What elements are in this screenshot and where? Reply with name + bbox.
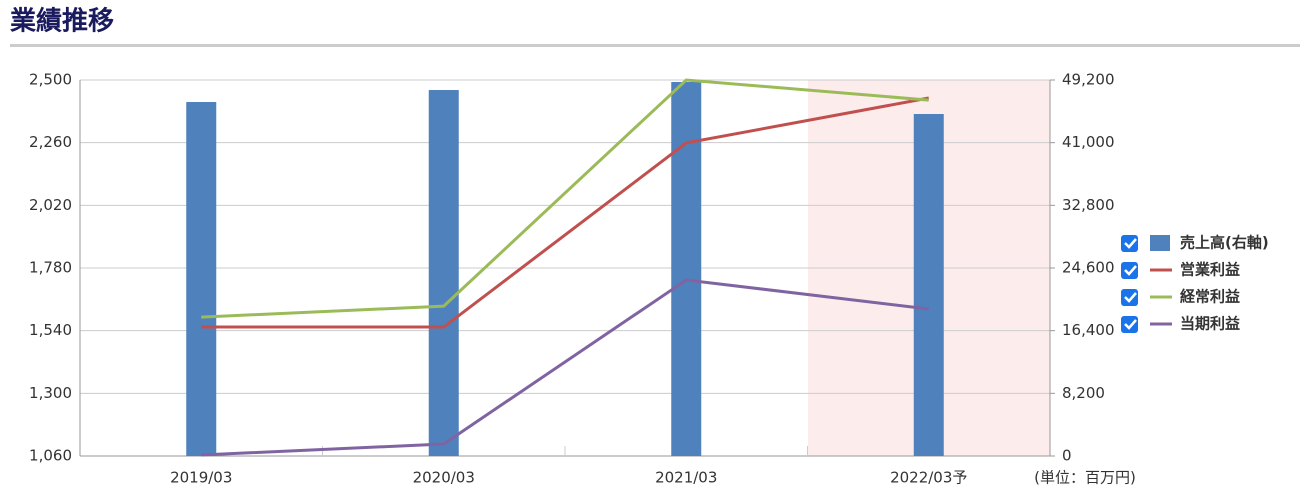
x-tick-label: 2020/03 — [413, 469, 475, 487]
bar — [186, 102, 217, 456]
y-tick-label: 1,060 — [29, 447, 72, 465]
bar — [913, 114, 944, 457]
x-tick-label: 2021/03 — [655, 469, 717, 487]
title-rule — [10, 44, 1300, 47]
line — [201, 78, 929, 319]
legend-label: 当期利益 — [1180, 315, 1240, 333]
y-tick-label: 2,260 — [29, 133, 72, 151]
y2-tick-label: 32,800 — [1062, 196, 1115, 214]
line — [201, 96, 930, 329]
y2-tick-label: 24,600 — [1062, 259, 1115, 277]
legend-check — [1124, 238, 1137, 249]
legend-label: 経常利益 — [1180, 288, 1240, 306]
y2-tick-label: 41,000 — [1062, 133, 1115, 151]
legend-checkbox[interactable] — [1121, 235, 1138, 252]
legend-checkbox[interactable] — [1121, 316, 1138, 333]
x-tick-label: 2022/03予 — [890, 469, 967, 487]
legend-check — [1124, 292, 1137, 303]
y-tick-label: 2,020 — [29, 196, 72, 214]
legend-checkbox[interactable] — [1121, 289, 1138, 306]
bar — [671, 81, 702, 456]
line — [201, 278, 929, 457]
y-tick-label: 1,300 — [29, 384, 72, 402]
chart-title: 業績推移 — [10, 7, 114, 37]
legend-check — [1124, 319, 1137, 330]
legend-label: 売上高(右軸) — [1180, 234, 1269, 252]
y-tick-label: 1,540 — [29, 321, 72, 339]
x-tick-label: 2019/03 — [170, 469, 232, 487]
unit-note: (単位：百万円) — [1034, 469, 1136, 487]
y2-tick-label: 49,200 — [1062, 71, 1115, 89]
y-tick-label: 2,500 — [29, 71, 72, 89]
legend-swatch — [1150, 235, 1170, 251]
legend-label: 営業利益 — [1180, 261, 1240, 279]
bar — [428, 90, 459, 456]
y2-tick-label: 16,400 — [1062, 321, 1115, 339]
y2-tick-label: 0 — [1062, 447, 1072, 465]
legend-checkbox[interactable] — [1121, 262, 1138, 279]
legend-check — [1124, 265, 1137, 276]
y2-tick-label: 8,200 — [1062, 384, 1105, 402]
y-tick-label: 1,780 — [29, 259, 72, 277]
